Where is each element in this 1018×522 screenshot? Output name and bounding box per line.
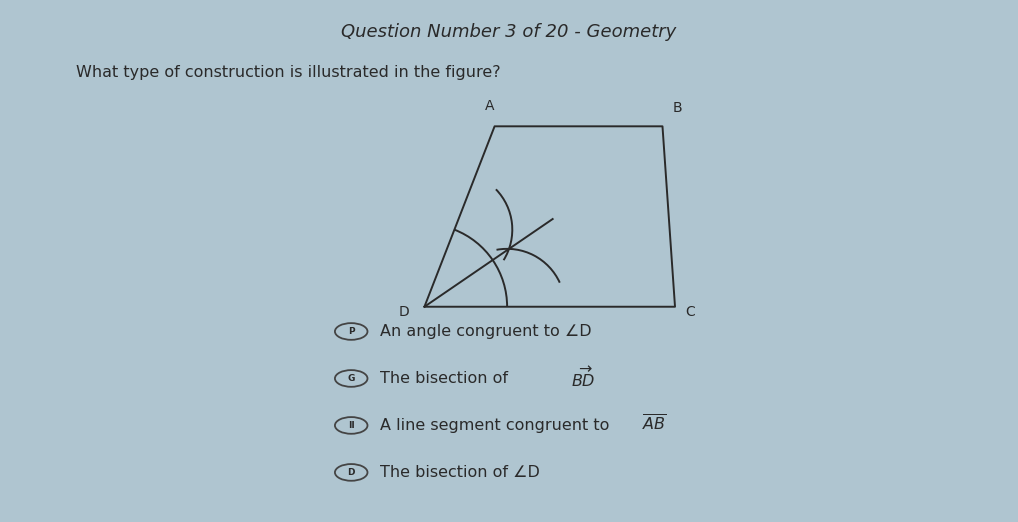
- Text: Question Number 3 of 20 - Geometry: Question Number 3 of 20 - Geometry: [341, 23, 677, 41]
- Text: What type of construction is illustrated in the figure?: What type of construction is illustrated…: [76, 65, 501, 80]
- Text: G: G: [347, 374, 355, 383]
- Text: D: D: [399, 305, 409, 319]
- Text: $\overline{AB}$: $\overline{AB}$: [642, 414, 667, 434]
- Text: A: A: [485, 99, 495, 113]
- Text: An angle congruent to ∠D: An angle congruent to ∠D: [380, 324, 591, 339]
- Text: C: C: [685, 305, 695, 319]
- Text: A line segment congruent to: A line segment congruent to: [380, 418, 614, 433]
- Text: The bisection of: The bisection of: [380, 371, 513, 386]
- Text: D: D: [347, 468, 355, 477]
- Text: P: P: [348, 327, 354, 336]
- Text: $\overrightarrow{BD}$: $\overrightarrow{BD}$: [571, 365, 596, 390]
- Text: II: II: [348, 421, 354, 430]
- Text: B: B: [673, 101, 682, 115]
- Text: The bisection of ∠D: The bisection of ∠D: [380, 465, 540, 480]
